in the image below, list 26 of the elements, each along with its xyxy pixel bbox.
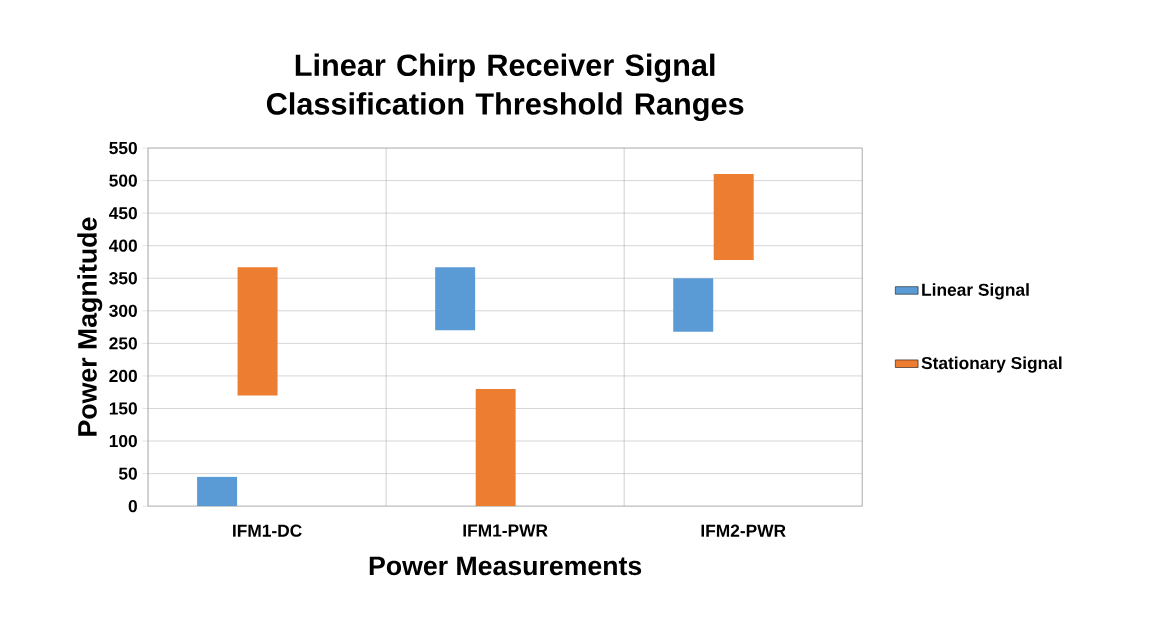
- y-tick-label: 100: [109, 434, 137, 448]
- legend-label: Stationary Signal: [921, 356, 1062, 373]
- y-tick-label: 350: [109, 272, 137, 285]
- x-tick-label: IFM1-DC: [233, 524, 302, 537]
- y-axis-title: Power Magnitude: [77, 217, 103, 436]
- y-tick-label: 550: [109, 141, 137, 155]
- bar: [673, 278, 714, 332]
- bar: [713, 174, 754, 260]
- y-tick-label: 250: [109, 337, 137, 350]
- bar: [475, 388, 516, 507]
- chart-title: Linear Chirp Receiver Signal Classification Threshold Ranges: [266, 53, 744, 121]
- x-tick-label: IFM1-PWR: [463, 524, 548, 537]
- y-tick-label: 500: [109, 174, 137, 187]
- x-axis-title: Power Measurements: [369, 556, 642, 576]
- bar: [237, 267, 278, 396]
- y-tick-label: 200: [109, 369, 137, 382]
- x-tick-label: IFM2-PWR: [701, 524, 786, 537]
- y-tick-label: 0: [128, 499, 137, 513]
- legend-label: Linear Signal: [922, 283, 1029, 300]
- y-tick-label: 300: [109, 304, 137, 317]
- y-tick-label: 400: [108, 239, 137, 252]
- bar: [197, 476, 238, 507]
- y-tick-label: 150: [109, 402, 137, 415]
- y-tick-label: 450: [108, 206, 137, 220]
- y-tick-label: 50: [118, 467, 137, 480]
- bar: [435, 267, 476, 331]
